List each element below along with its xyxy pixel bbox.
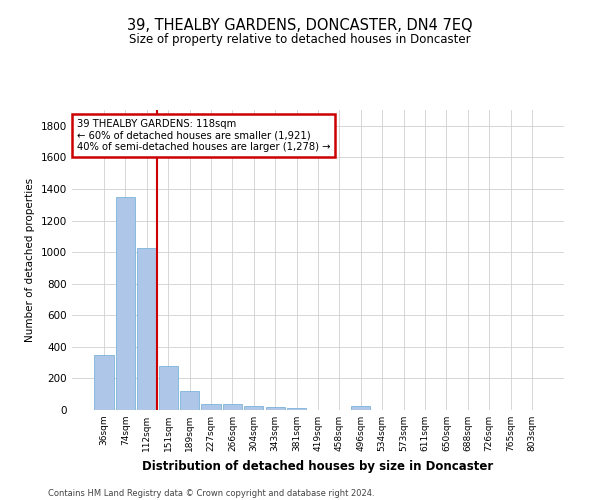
Text: 39 THEALBY GARDENS: 118sqm
← 60% of detached houses are smaller (1,921)
40% of s: 39 THEALBY GARDENS: 118sqm ← 60% of deta… (77, 119, 331, 152)
Bar (223, 404, 242, 410)
Bar (116, 197, 135, 410)
Bar (351, 406, 370, 410)
Bar (137, 248, 157, 410)
X-axis label: Distribution of detached houses by size in Doncaster: Distribution of detached houses by size … (142, 460, 494, 472)
Bar (287, 408, 306, 410)
Bar (202, 404, 221, 410)
Text: Size of property relative to detached houses in Doncaster: Size of property relative to detached ho… (129, 32, 471, 46)
Bar (158, 366, 178, 410)
Bar (94, 354, 113, 410)
Text: Contains HM Land Registry data © Crown copyright and database right 2024.: Contains HM Land Registry data © Crown c… (48, 488, 374, 498)
Text: 39, THEALBY GARDENS, DONCASTER, DN4 7EQ: 39, THEALBY GARDENS, DONCASTER, DN4 7EQ (127, 18, 473, 32)
Y-axis label: Number of detached properties: Number of detached properties (25, 178, 35, 342)
Bar (266, 407, 285, 410)
Bar (180, 391, 199, 410)
Bar (244, 406, 263, 410)
